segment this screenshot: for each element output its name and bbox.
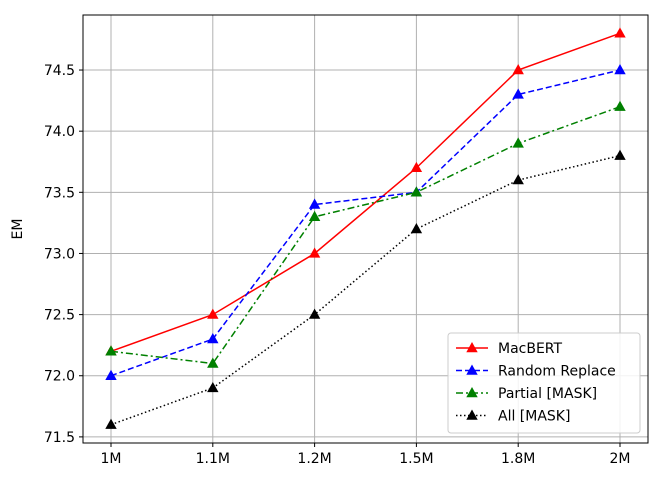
legend-marker [466,342,478,353]
data-point [614,149,626,160]
data-point [207,381,219,393]
data-point [410,161,423,173]
legend-entry: Random Replace [456,364,616,380]
data-point [105,369,117,380]
data-point [207,308,219,319]
legend-entry: All [MASK] [456,409,570,425]
x-tick-label: 1.8M [501,451,535,467]
data-point [614,64,626,75]
legend-box [447,332,641,434]
data-point [308,210,321,221]
axis-ticks: 1M 1.1M 1.2M 1.5M 1.8M 2M 71.5 72.0 72.5 73.0 73.5… [44,63,631,467]
y-tick-label: 72.5 [44,308,75,324]
legend-marker [466,409,478,420]
series-line [110,106,621,365]
grid [83,15,648,443]
y-tick-label: 72.0 [44,369,75,385]
data-point [614,100,626,111]
data-point [308,308,321,319]
data-point [207,357,219,368]
series-line [110,32,621,352]
data-point [308,247,321,258]
data-point [410,186,423,197]
x-tick-label: 2M [610,451,631,467]
x-tick-label: 1.5M [399,451,433,467]
plot-frame [82,14,649,444]
x-tick-label: 1M [101,451,122,467]
legend-label: MacBERT [498,341,563,357]
series-0 [105,27,626,356]
data-point [105,418,117,429]
legend-marker [466,387,478,398]
legend-entry: Partial [MASK] [456,386,597,402]
legend-marker [466,364,478,375]
legend-label: Partial [MASK] [498,386,597,402]
data-point [410,223,423,234]
legend-label: Random Replace [498,364,616,380]
y-axis-label: EM [10,219,26,240]
data-point [105,345,117,356]
x-tick-label: 1.2M [297,451,331,467]
series-layer [105,27,626,429]
data-point [512,174,524,185]
legend-label: All [MASK] [498,409,570,425]
legend: MacBERT Random Replace Partial [MASK] All [… [447,332,641,434]
data-point [614,27,626,38]
series-line [110,154,621,426]
y-tick-label: 73.5 [44,185,75,201]
data-point [512,137,524,148]
x-tick-label: 1.1M [196,451,230,467]
series-line [110,69,621,377]
data-point [308,198,321,209]
legend-entry: MacBERT [456,341,563,357]
series-2 [105,100,626,368]
y-tick-label: 74.5 [44,63,75,79]
y-tick-label: 74.0 [44,124,75,140]
y-tick-label: 71.5 [44,430,75,446]
data-point [512,64,524,75]
y-tick-label: 73.0 [44,246,75,262]
series-3 [105,149,626,429]
data-point [512,88,524,99]
data-point [207,333,219,344]
